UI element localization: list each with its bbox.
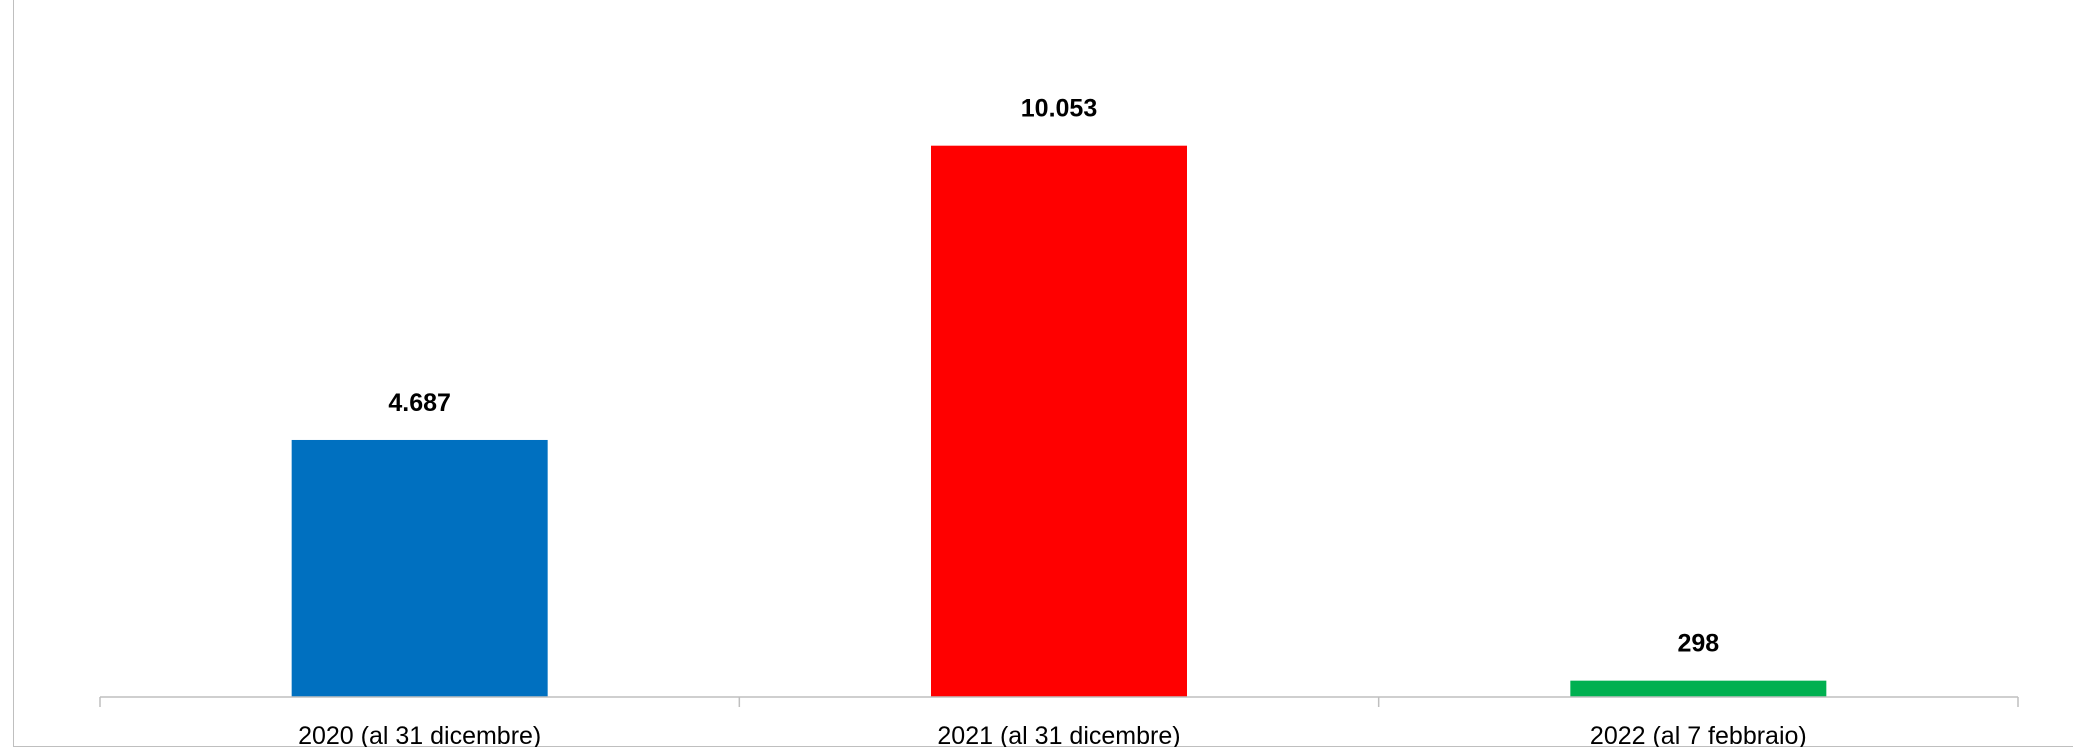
x-axis-tick-labels: 2020 (al 31 dicembre) 2021 (al 31 dicembr… [298, 722, 1807, 747]
data-label-2: 10.053 [1021, 95, 1097, 123]
x-tick-label-2: 2021 (al 31 dicembre) [937, 722, 1180, 747]
data-label-1: 4.687 [388, 389, 451, 417]
x-tick-label-1: 2020 (al 31 dicembre) [298, 722, 541, 747]
data-label-3: 298 [1677, 630, 1719, 658]
bar-1 [291, 439, 548, 697]
x-axis-ticks [99, 697, 2019, 707]
bar-2 [931, 145, 1187, 697]
bar-3 [1570, 680, 1827, 697]
x-tick-label-3: 2022 (al 7 febbraio) [1590, 722, 1807, 747]
data-labels-layer: 4.687 10.053 298 [388, 95, 1719, 658]
bars-layer [291, 145, 1827, 697]
